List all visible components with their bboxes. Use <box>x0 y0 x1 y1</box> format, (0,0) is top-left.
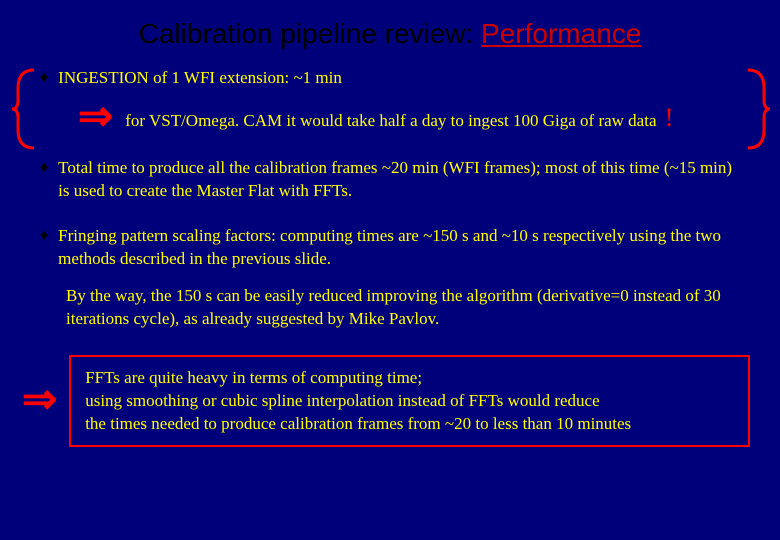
sub-arrow-1: ⇒ for VST/Omega. CAM it would take half … <box>78 100 742 135</box>
exclamation: ! <box>665 103 674 132</box>
arrow-icon: ⇒ <box>78 103 113 132</box>
title-part1: Calibration pipeline review: <box>139 18 481 49</box>
bracket-left <box>12 68 38 150</box>
sub1-text: for VST/Omega. CAM it would take half a … <box>125 111 656 130</box>
sub-text-1: for VST/Omega. CAM it would take half a … <box>125 100 673 135</box>
bullet-2: ♦ Total time to produce all the calibrat… <box>40 157 742 203</box>
slide-content: ♦ INGESTION of 1 WFI extension: ~1 min ⇒… <box>0 67 780 447</box>
slide-title: Calibration pipeline review: Performance <box>0 0 780 65</box>
bullet-1: ♦ INGESTION of 1 WFI extension: ~1 min <box>40 67 742 90</box>
title-part2: Performance <box>481 18 641 49</box>
bullet-1-text: INGESTION of 1 WFI extension: ~1 min <box>58 67 742 90</box>
bracket-right <box>744 68 770 150</box>
final-box: FFTs are quite heavy in terms of computi… <box>69 355 750 448</box>
byway-text: By the way, the 150 s can be easily redu… <box>66 286 721 328</box>
final-line-1: FFTs are quite heavy in terms of computi… <box>85 367 734 390</box>
final-line-3: the times needed to produce calibration … <box>85 413 734 436</box>
diamond-icon: ♦ <box>40 157 48 179</box>
paragraph-byway: By the way, the 150 s can be easily redu… <box>66 285 742 331</box>
bullet-3-text: Fringing pattern scaling factors: comput… <box>58 225 742 271</box>
bullet-2-text: Total time to produce all the calibratio… <box>58 157 742 203</box>
diamond-icon: ♦ <box>40 67 48 89</box>
diamond-icon: ♦ <box>40 225 48 247</box>
bullet-3: ♦ Fringing pattern scaling factors: comp… <box>40 225 742 271</box>
arrow-icon: ⇒ <box>22 386 57 415</box>
final-line-2: using smoothing or cubic spline interpol… <box>85 390 734 413</box>
final-row: ⇒ FFTs are quite heavy in terms of compu… <box>22 355 742 448</box>
